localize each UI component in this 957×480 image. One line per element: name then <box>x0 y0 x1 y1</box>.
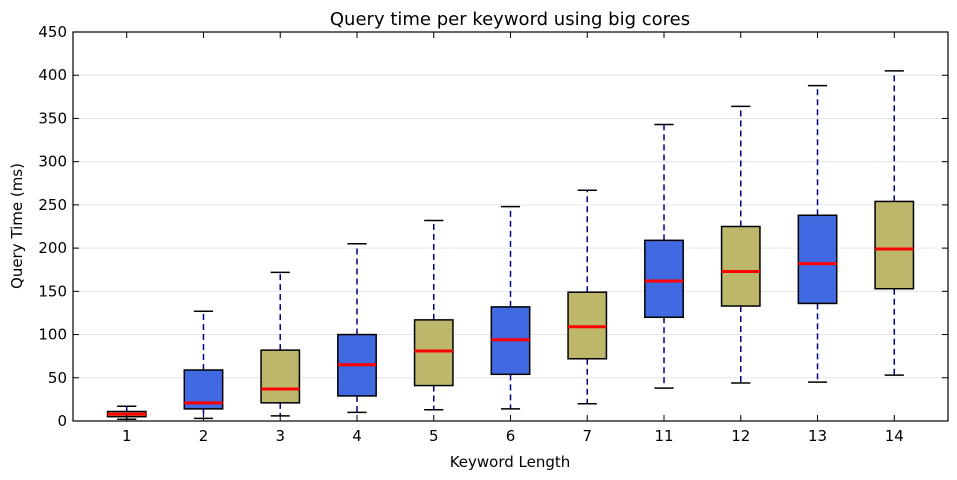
x-tick-label: 5 <box>429 427 439 445</box>
box-group-5 <box>413 219 454 411</box>
box-group-12 <box>720 105 761 384</box>
box-group-3 <box>260 271 301 417</box>
y-tick-label: 150 <box>38 282 67 300</box>
y-axis-label: Query Time (ms) <box>8 163 26 289</box>
box-group-6 <box>490 205 531 410</box>
x-tick-label: 12 <box>731 427 750 445</box>
y-tick-label: 100 <box>38 326 67 344</box>
y-tick-label: 300 <box>38 153 67 171</box>
box-group-7 <box>567 189 608 405</box>
iqr-box <box>720 225 761 307</box>
boxes-layer <box>106 70 915 421</box>
x-tick-label: 13 <box>808 427 827 445</box>
y-tick-label: 200 <box>38 239 67 257</box>
box-group-4 <box>337 243 377 414</box>
y-tick-label: 0 <box>57 412 67 430</box>
x-axis-label: Keyword Length <box>450 453 571 471</box>
x-tick-label: 11 <box>654 427 673 445</box>
iqr-box <box>874 200 915 290</box>
x-tick-label: 2 <box>199 427 209 445</box>
y-tick-label: 350 <box>38 109 67 127</box>
x-tick-label: 7 <box>582 427 592 445</box>
y-tick-label: 400 <box>38 66 67 84</box>
x-tick-label: 6 <box>506 427 516 445</box>
x-tick-label: 14 <box>885 427 904 445</box>
box-group-13 <box>797 84 838 383</box>
iqr-box <box>260 349 301 404</box>
chart-title: Query time per keyword using big cores <box>330 9 690 30</box>
box-group-11 <box>644 123 684 389</box>
y-tick-label: 250 <box>38 196 67 214</box>
box-group-14 <box>874 70 915 376</box>
iqr-box <box>797 214 838 305</box>
x-tick-label: 4 <box>352 427 362 445</box>
x-tick-label: 1 <box>122 427 132 445</box>
x-tick-label: 3 <box>275 427 285 445</box>
y-tick-label: 50 <box>48 369 67 387</box>
box-group-2 <box>183 310 224 420</box>
iqr-box <box>413 319 454 387</box>
iqr-box <box>644 239 684 319</box>
y-tick-label: 450 <box>38 23 67 41</box>
